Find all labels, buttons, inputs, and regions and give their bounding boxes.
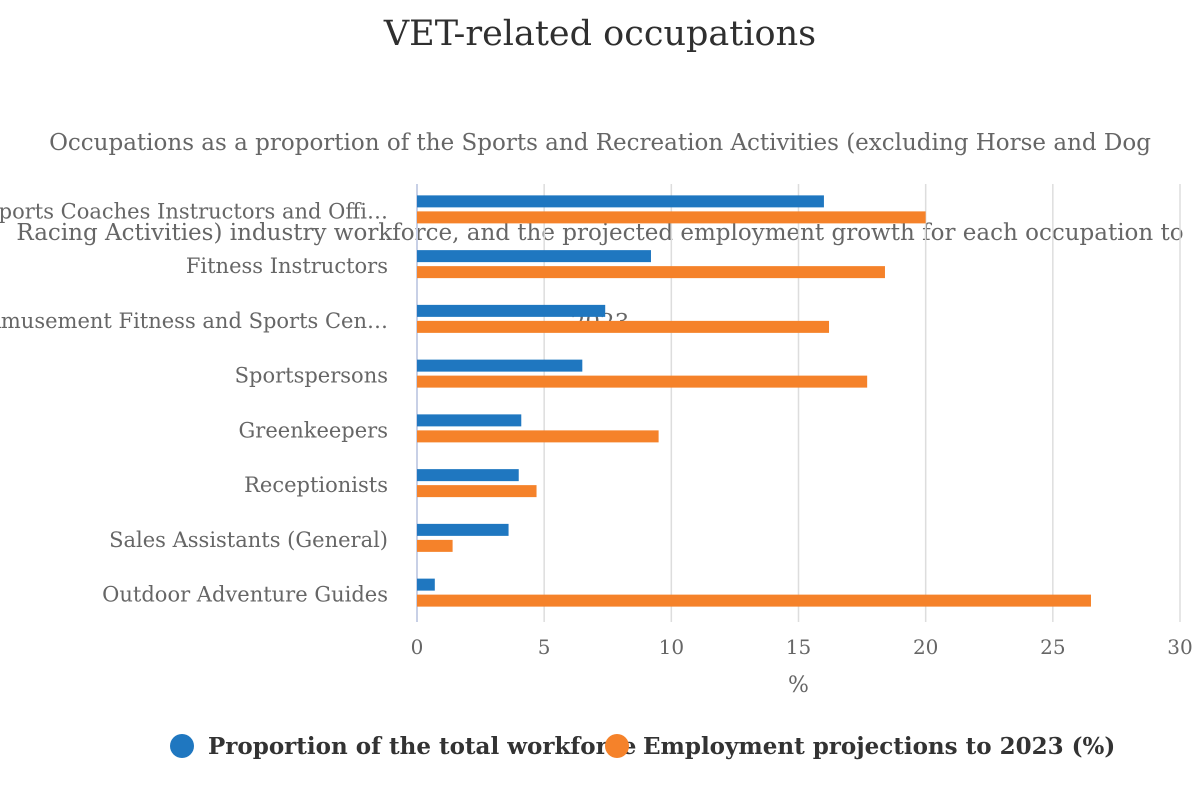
x-tick-label: 5 <box>538 635 551 659</box>
x-tick-label: 20 <box>913 635 938 659</box>
legend-label-projections[interactable]: Employment projections to 2023 (%) <box>643 733 1116 760</box>
x-tick-label: 0 <box>411 635 424 659</box>
subtitle-line-2: Racing Activities) industry workforce, a… <box>16 220 1184 246</box>
chart-subtitle: Occupations as a proportion of the Sport… <box>0 68 1200 368</box>
bar-projection <box>417 320 830 333</box>
bar-projection <box>417 375 868 388</box>
bar-workforce <box>417 523 509 536</box>
bar-workforce <box>417 250 651 263</box>
subtitle-line-1: Occupations as a proportion of the Sport… <box>49 130 1151 156</box>
x-tick-label: 25 <box>1040 635 1065 659</box>
x-tick-label: 10 <box>659 635 684 659</box>
category-label: Sportspersons <box>235 364 388 388</box>
category-label: Amusement Fitness and Sports Cen… <box>0 309 388 333</box>
bar-workforce <box>417 304 606 317</box>
bar-projection <box>417 594 1091 607</box>
x-tick-label: 15 <box>786 635 811 659</box>
bar-projection <box>417 485 537 498</box>
category-label: Fitness Instructors <box>186 254 388 278</box>
bar-projection <box>417 539 453 552</box>
category-label: Sales Assistants (General) <box>109 528 388 552</box>
bar-projection <box>417 266 885 279</box>
category-label: Outdoor Adventure Guides <box>102 583 388 607</box>
x-axis-title: % <box>788 673 809 698</box>
bar-workforce <box>417 469 519 482</box>
category-label: Receptionists <box>244 473 388 497</box>
bar-projection <box>417 211 926 224</box>
bar-workforce <box>417 195 824 208</box>
category-label: Greenkeepers <box>239 418 388 442</box>
legend-marker-workforce[interactable] <box>170 734 194 758</box>
bar-projection <box>417 430 659 443</box>
category-label: Sports Coaches Instructors and Offi… <box>0 199 388 223</box>
chart-title: VET-related occupations <box>383 14 817 54</box>
x-tick-label: 30 <box>1167 635 1192 659</box>
bar-workforce <box>417 359 583 372</box>
legend-label-workforce[interactable]: Proportion of the total workforce <box>208 733 637 760</box>
bar-workforce <box>417 578 435 591</box>
bar-workforce <box>417 414 522 427</box>
legend-marker-projections[interactable] <box>605 734 629 758</box>
